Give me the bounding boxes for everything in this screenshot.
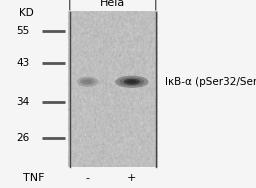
Text: Hela: Hela	[100, 0, 125, 8]
Text: KD: KD	[19, 8, 34, 18]
Ellipse shape	[83, 80, 92, 84]
Text: IκB-α (pSer32/Ser36): IκB-α (pSer32/Ser36)	[165, 77, 256, 87]
Text: TNF: TNF	[23, 173, 45, 183]
Text: -: -	[86, 173, 90, 183]
Ellipse shape	[123, 79, 140, 85]
Text: 55: 55	[16, 26, 29, 36]
Ellipse shape	[115, 76, 148, 88]
Ellipse shape	[127, 80, 137, 84]
Text: |: |	[154, 0, 157, 10]
Text: 43: 43	[16, 58, 29, 68]
Ellipse shape	[119, 77, 144, 86]
Text: |: |	[68, 0, 71, 10]
Text: +: +	[127, 173, 136, 183]
Ellipse shape	[80, 78, 95, 85]
Ellipse shape	[77, 77, 98, 87]
Text: 34: 34	[16, 96, 29, 107]
Text: 26: 26	[16, 133, 29, 143]
